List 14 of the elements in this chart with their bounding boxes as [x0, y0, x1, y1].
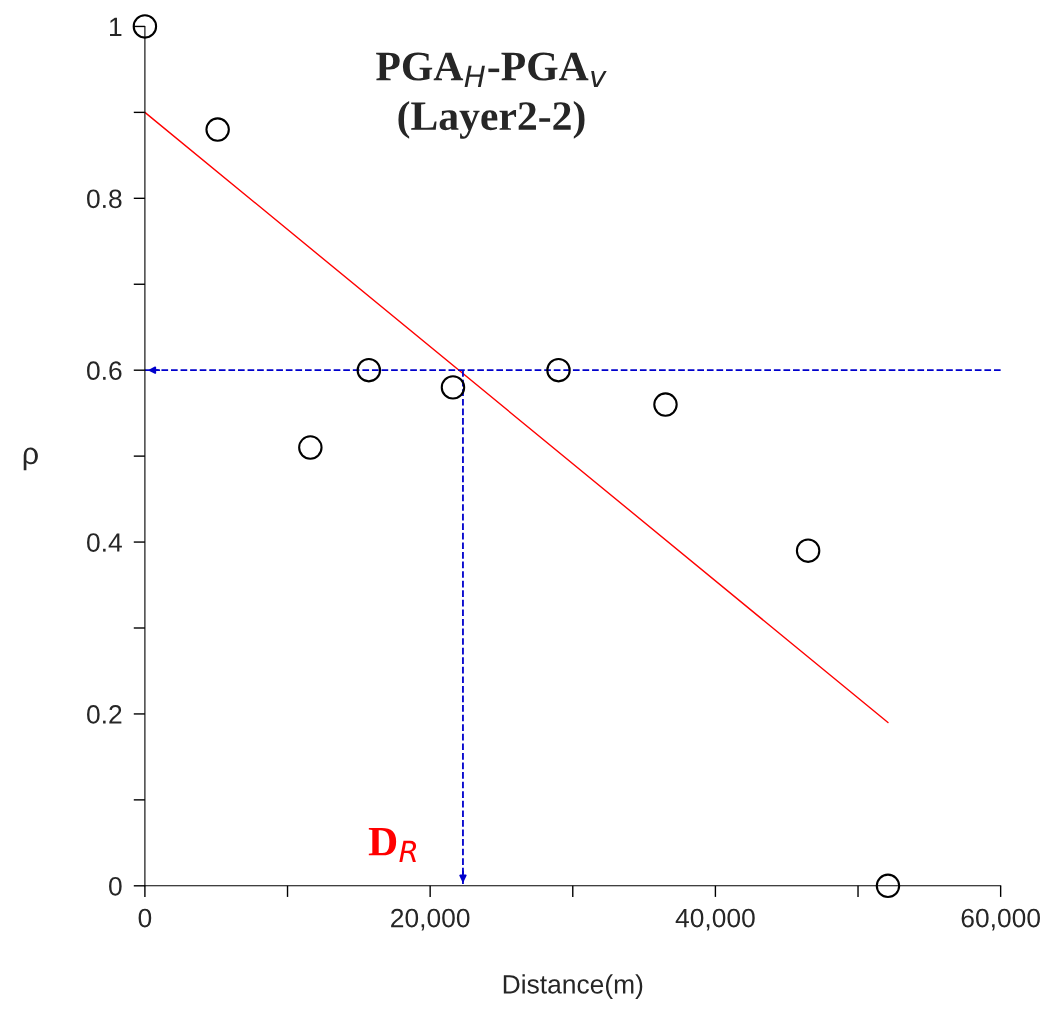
x-axis-title: Distance(m): [503, 974, 643, 999]
y-tick-label: 0.2: [87, 705, 122, 724]
x-tick-label: 40,000: [675, 908, 755, 931]
y-tick-label: 0: [109, 876, 122, 896]
x-tick-label: 20,000: [391, 908, 470, 931]
ref-line-label: D$_{R}$: [368, 827, 417, 863]
y-axis-title: ρ: [23, 447, 38, 471]
x-tick-label: 0: [138, 908, 152, 928]
y-tick-label: 0.6: [87, 361, 122, 381]
y-tick-label: 1: [110, 17, 122, 36]
y-tick-label: 0.4: [87, 533, 122, 552]
text: PGA$_{H}$-PGA$_{v}$ (Layer2-2): [376, 52, 607, 139]
y-tick-label: 0.8: [87, 189, 122, 209]
x-tick-label: 60,000: [961, 908, 1040, 931]
